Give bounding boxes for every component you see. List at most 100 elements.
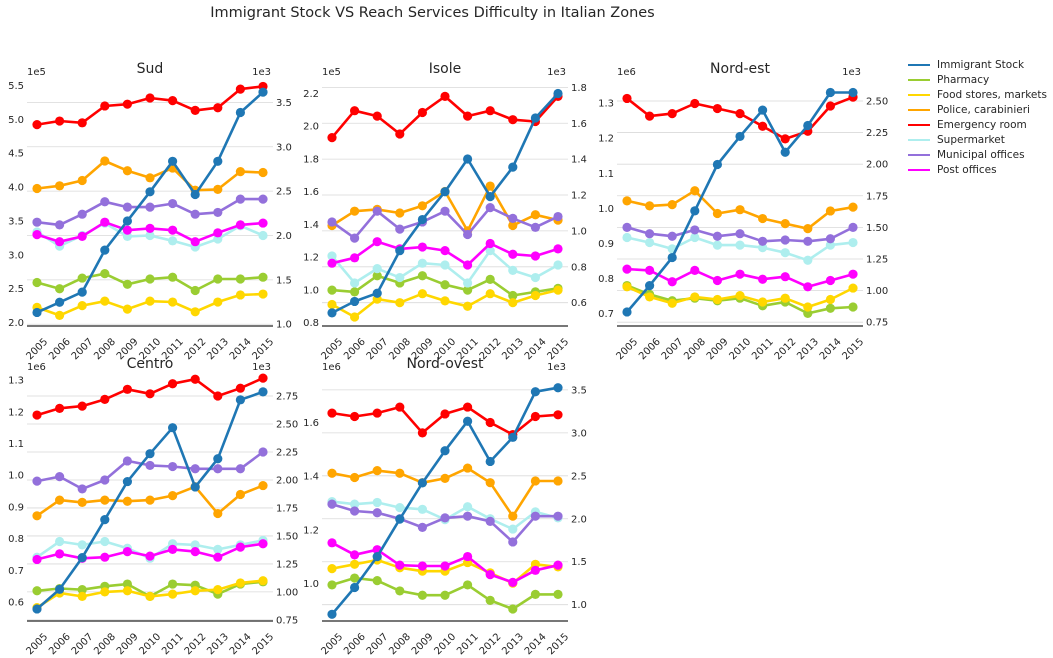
data-point	[55, 495, 65, 505]
data-point	[327, 499, 337, 509]
legend-swatch	[908, 108, 930, 111]
data-point	[327, 563, 337, 574]
left-tick-label: 1.2	[598, 134, 614, 145]
data-point	[145, 449, 155, 459]
data-point	[235, 107, 245, 118]
data-point	[235, 395, 245, 405]
data-point	[372, 497, 382, 508]
x-tick-label: 2005	[24, 336, 50, 362]
data-point	[350, 582, 360, 593]
series-post-offices	[327, 538, 563, 587]
data-point	[235, 542, 245, 552]
data-point	[780, 293, 790, 303]
data-point	[145, 223, 155, 233]
data-point	[122, 166, 132, 176]
data-point	[417, 201, 427, 211]
right-tick-label: 2.25	[276, 447, 298, 458]
data-point	[825, 240, 836, 250]
right-tick-label: 0.8	[571, 262, 587, 273]
data-point	[350, 106, 360, 116]
right-tick-label: 1.0	[276, 320, 292, 331]
x-tick-label: 2010	[432, 631, 458, 657]
legend-swatch	[908, 169, 930, 172]
data-point	[122, 384, 132, 394]
data-point	[168, 156, 178, 166]
data-point	[122, 456, 132, 466]
data-point	[350, 411, 360, 422]
data-point	[213, 274, 223, 284]
panel-title: Nord-ovest	[407, 356, 485, 372]
data-point	[395, 129, 405, 139]
right-tick-label: 2.5	[571, 471, 587, 482]
data-point	[213, 228, 223, 238]
data-point	[190, 237, 200, 247]
data-point	[213, 207, 223, 218]
data-point	[712, 159, 723, 170]
data-point	[145, 460, 155, 471]
left-tick-label: 1.6	[303, 187, 319, 198]
data-point	[485, 202, 495, 213]
data-point	[168, 491, 178, 501]
chart-panel-centro: 0.6 0.7 0.8 0.9 1.0 1.1 1.2 1.3 0.75 1.00 1.25 1.50…	[8, 356, 298, 657]
x-tick-label: 2015	[250, 336, 276, 362]
data-point	[55, 116, 65, 126]
data-point	[645, 281, 655, 291]
legend-swatch	[908, 63, 930, 66]
data-point	[848, 269, 858, 279]
data-point	[485, 417, 495, 428]
data-point	[235, 578, 245, 588]
data-point	[735, 229, 745, 239]
data-point	[213, 585, 223, 595]
data-point	[213, 464, 223, 474]
data-point	[145, 274, 155, 284]
left-tick-label: 2.2	[303, 89, 319, 100]
data-point	[553, 383, 563, 393]
data-point	[258, 373, 268, 383]
series-police-carabinieri	[32, 480, 268, 521]
data-point	[235, 383, 245, 393]
data-point	[190, 374, 200, 384]
data-point	[213, 544, 223, 554]
data-point	[122, 476, 132, 487]
x-tick-label: 2005	[24, 631, 50, 657]
data-point	[803, 224, 813, 234]
series-police-carabinieri	[32, 156, 268, 195]
legend-entry: Police, carabinieri	[908, 102, 1047, 117]
data-point	[258, 272, 268, 282]
series-pharmacy	[327, 573, 563, 614]
left-tick-label: 1.0	[303, 285, 319, 296]
data-point	[667, 200, 677, 210]
left-tick-label: 0.7	[598, 309, 614, 320]
data-point	[667, 109, 677, 119]
data-point	[77, 401, 87, 411]
right-tick-label: 2.00	[276, 475, 298, 486]
legend-swatch	[908, 78, 930, 81]
data-point	[55, 181, 65, 191]
data-point	[780, 272, 790, 282]
data-point	[622, 93, 632, 104]
left-tick-label: 1.2	[8, 407, 24, 418]
data-point	[735, 240, 745, 250]
data-point	[622, 307, 632, 317]
x-tick-label: 2015	[840, 336, 866, 362]
x-tick-label: 2006	[47, 631, 73, 657]
data-point	[395, 224, 405, 234]
data-point	[55, 536, 65, 547]
data-point	[122, 279, 132, 289]
data-point	[168, 225, 178, 235]
data-point	[530, 113, 541, 123]
right-tick-label: 1.5	[276, 275, 292, 286]
x-tick-label: 2009	[705, 336, 731, 362]
data-point	[32, 119, 42, 130]
left-tick-label: 5.0	[8, 115, 24, 126]
left-tick-label: 0.7	[8, 566, 24, 577]
data-point	[803, 120, 813, 131]
data-point	[350, 296, 360, 307]
data-point	[825, 294, 836, 305]
data-point	[508, 432, 518, 442]
right-tick-label: 2.0	[276, 231, 292, 242]
data-point	[372, 508, 382, 518]
data-point	[508, 511, 518, 521]
data-point	[463, 580, 473, 590]
data-point	[258, 230, 268, 241]
